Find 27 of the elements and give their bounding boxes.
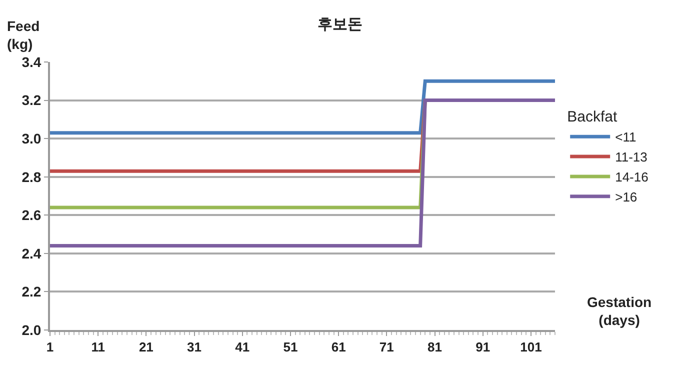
y-tick-label: 2.0: [22, 322, 42, 338]
legend-label: 11-13: [615, 150, 648, 165]
x-tick-label: 41: [235, 340, 250, 355]
x-tick-label: 101: [520, 340, 542, 355]
y-tick-label: 2.8: [22, 168, 42, 185]
x-tick-label: 11: [91, 340, 105, 355]
x-tick-label: 91: [476, 340, 490, 355]
legend-label: 14-16: [615, 170, 648, 185]
y-tick-label: 3.0: [22, 130, 42, 146]
x-tick-label: 1: [46, 340, 54, 355]
legend-label: >16: [615, 189, 638, 204]
y-tick-label: 2.4: [22, 245, 42, 262]
y-tick-label: 2.2: [22, 284, 42, 300]
legend-title: Backfat: [567, 108, 618, 126]
chart-title: 후보돈: [318, 16, 362, 33]
y-tick-label: 2.6: [22, 207, 42, 224]
y-axis-title: Feed (kg): [7, 18, 40, 52]
x-tick-label: 21: [138, 340, 154, 355]
x-tick-label: 31: [187, 340, 202, 355]
y-tick-label: 3.2: [22, 92, 42, 108]
x-tick-label: 61: [331, 340, 346, 355]
x-tick-label: 71: [379, 340, 394, 355]
x-tick-label: 51: [283, 340, 298, 355]
x-tick-label: 81: [428, 340, 442, 355]
y-tick-label: 3.4: [22, 54, 42, 70]
legend-label: <11: [615, 130, 636, 145]
x-axis-title: Gestation (days): [587, 294, 652, 328]
